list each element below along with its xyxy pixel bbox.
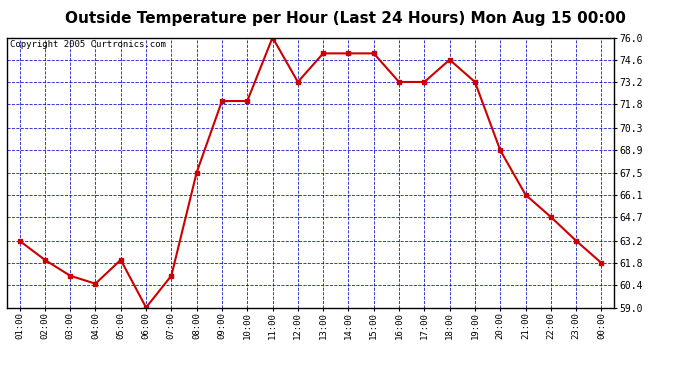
- Text: Outside Temperature per Hour (Last 24 Hours) Mon Aug 15 00:00: Outside Temperature per Hour (Last 24 Ho…: [65, 11, 625, 26]
- Text: Copyright 2005 Curtronics.com: Copyright 2005 Curtronics.com: [10, 40, 166, 49]
